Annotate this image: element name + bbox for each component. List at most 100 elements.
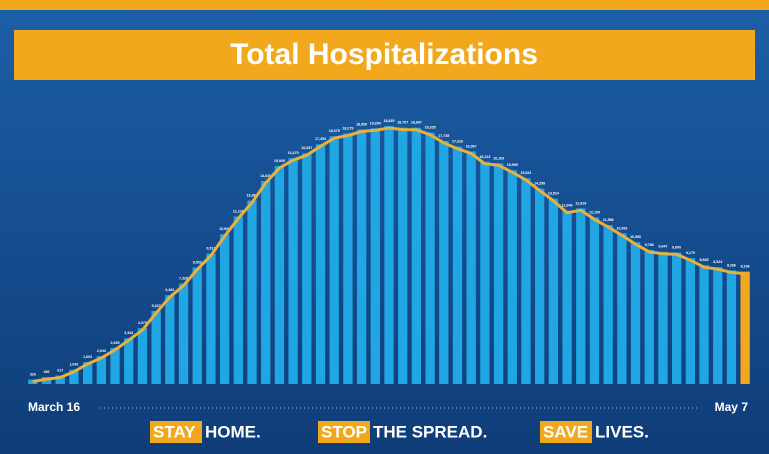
top-stripe (0, 0, 769, 10)
data-label: 496 (44, 370, 50, 374)
x-tick-label: May 7 (715, 400, 749, 414)
data-label: 8,196 (741, 265, 750, 269)
data-label: 18,335 (425, 126, 436, 130)
data-label: 9,786 (645, 243, 654, 247)
bar (343, 133, 353, 384)
bar (137, 328, 148, 384)
bar (192, 267, 202, 384)
footer-key-box (318, 421, 370, 443)
bar (82, 362, 93, 384)
bar (466, 151, 476, 384)
data-label: 11,598 (603, 218, 614, 222)
data-label: 10,929 (219, 227, 230, 231)
bar (302, 153, 312, 384)
bar (288, 158, 298, 384)
data-label: 9,600 (672, 245, 681, 249)
bar (356, 129, 367, 384)
footer-text: HOME. (205, 422, 261, 441)
bar (329, 136, 339, 384)
bar (384, 126, 394, 384)
data-label: 16,479 (288, 151, 299, 155)
data-label: 18,569 (356, 122, 367, 126)
bar (740, 271, 750, 384)
data-label: 14,810 (260, 174, 271, 178)
data-label: 18,279 (342, 126, 353, 130)
data-label: 1,042 (69, 363, 78, 367)
data-label: 16,967 (466, 144, 477, 148)
bar (672, 252, 682, 384)
bar (247, 200, 257, 384)
data-label: 15,599 (507, 163, 518, 167)
data-label: 12,819 (575, 201, 586, 205)
footer-text: THE SPREAD. (373, 422, 487, 441)
data-label: 2,043 (97, 349, 106, 353)
data-label: 16,103 (493, 156, 504, 160)
footer-key-box (540, 421, 592, 443)
bar (521, 178, 531, 384)
data-label: 8,524 (713, 260, 722, 264)
footer-text: LIVES. (595, 422, 649, 441)
bar (274, 166, 285, 384)
data-label: 2,635 (111, 341, 120, 345)
bar (658, 251, 668, 384)
bar (398, 127, 408, 384)
bar (493, 163, 504, 384)
bar (178, 283, 189, 384)
bar (576, 208, 586, 384)
bar (439, 140, 449, 384)
data-label: 17,735 (438, 134, 449, 138)
data-label: 9,179 (686, 251, 695, 255)
data-label: 6,481 (165, 288, 174, 292)
bar (261, 181, 271, 384)
data-label: 15,021 (520, 171, 531, 175)
bar (411, 127, 422, 384)
data-label: 3,343 (124, 331, 133, 335)
bar (370, 128, 380, 384)
data-label: 18,654 (370, 121, 381, 125)
data-label: 12,226 (233, 209, 244, 213)
bar (69, 369, 79, 384)
data-label: 16,213 (479, 155, 490, 159)
data-label: 10,993 (616, 226, 627, 230)
bar (713, 267, 723, 384)
bar (617, 233, 627, 384)
data-label: 1,603 (83, 355, 92, 359)
data-label: 10,350 (630, 235, 641, 239)
bar (233, 216, 243, 384)
data-label: 12,159 (589, 210, 600, 214)
data-label: 9,517 (206, 247, 215, 251)
data-label: 8,665 (700, 258, 709, 262)
data-label: 18,707 (397, 121, 408, 125)
bar (315, 144, 326, 384)
bar (589, 217, 600, 384)
data-label: 18,825 (384, 119, 395, 123)
bar (425, 132, 435, 384)
data-label: 8,286 (727, 263, 736, 267)
data-label: 18,697 (411, 121, 422, 125)
footer-key: SAVE (543, 422, 588, 441)
data-label: 18,079 (329, 129, 340, 133)
bar (452, 146, 463, 384)
bar (603, 225, 613, 384)
bar (151, 310, 161, 384)
data-label: 617 (57, 368, 63, 372)
bar (55, 375, 65, 384)
trend-line (32, 126, 746, 383)
bar (685, 258, 696, 384)
data-label: 4,079 (138, 321, 147, 325)
footer-key-box (150, 421, 202, 443)
data-label: 7,328 (179, 277, 188, 281)
data-label: 17,316 (452, 140, 463, 144)
chart-title: Total Hospitalizations (230, 38, 538, 71)
bar (535, 188, 545, 384)
bar (726, 270, 737, 384)
footer-key: STOP (321, 422, 367, 441)
bar (165, 295, 175, 384)
bar (644, 249, 654, 384)
title-banner (14, 30, 755, 80)
bar (480, 161, 490, 384)
bar (206, 253, 216, 384)
data-label: 15,905 (274, 159, 285, 163)
x-tick-label: March 16 (28, 400, 80, 414)
